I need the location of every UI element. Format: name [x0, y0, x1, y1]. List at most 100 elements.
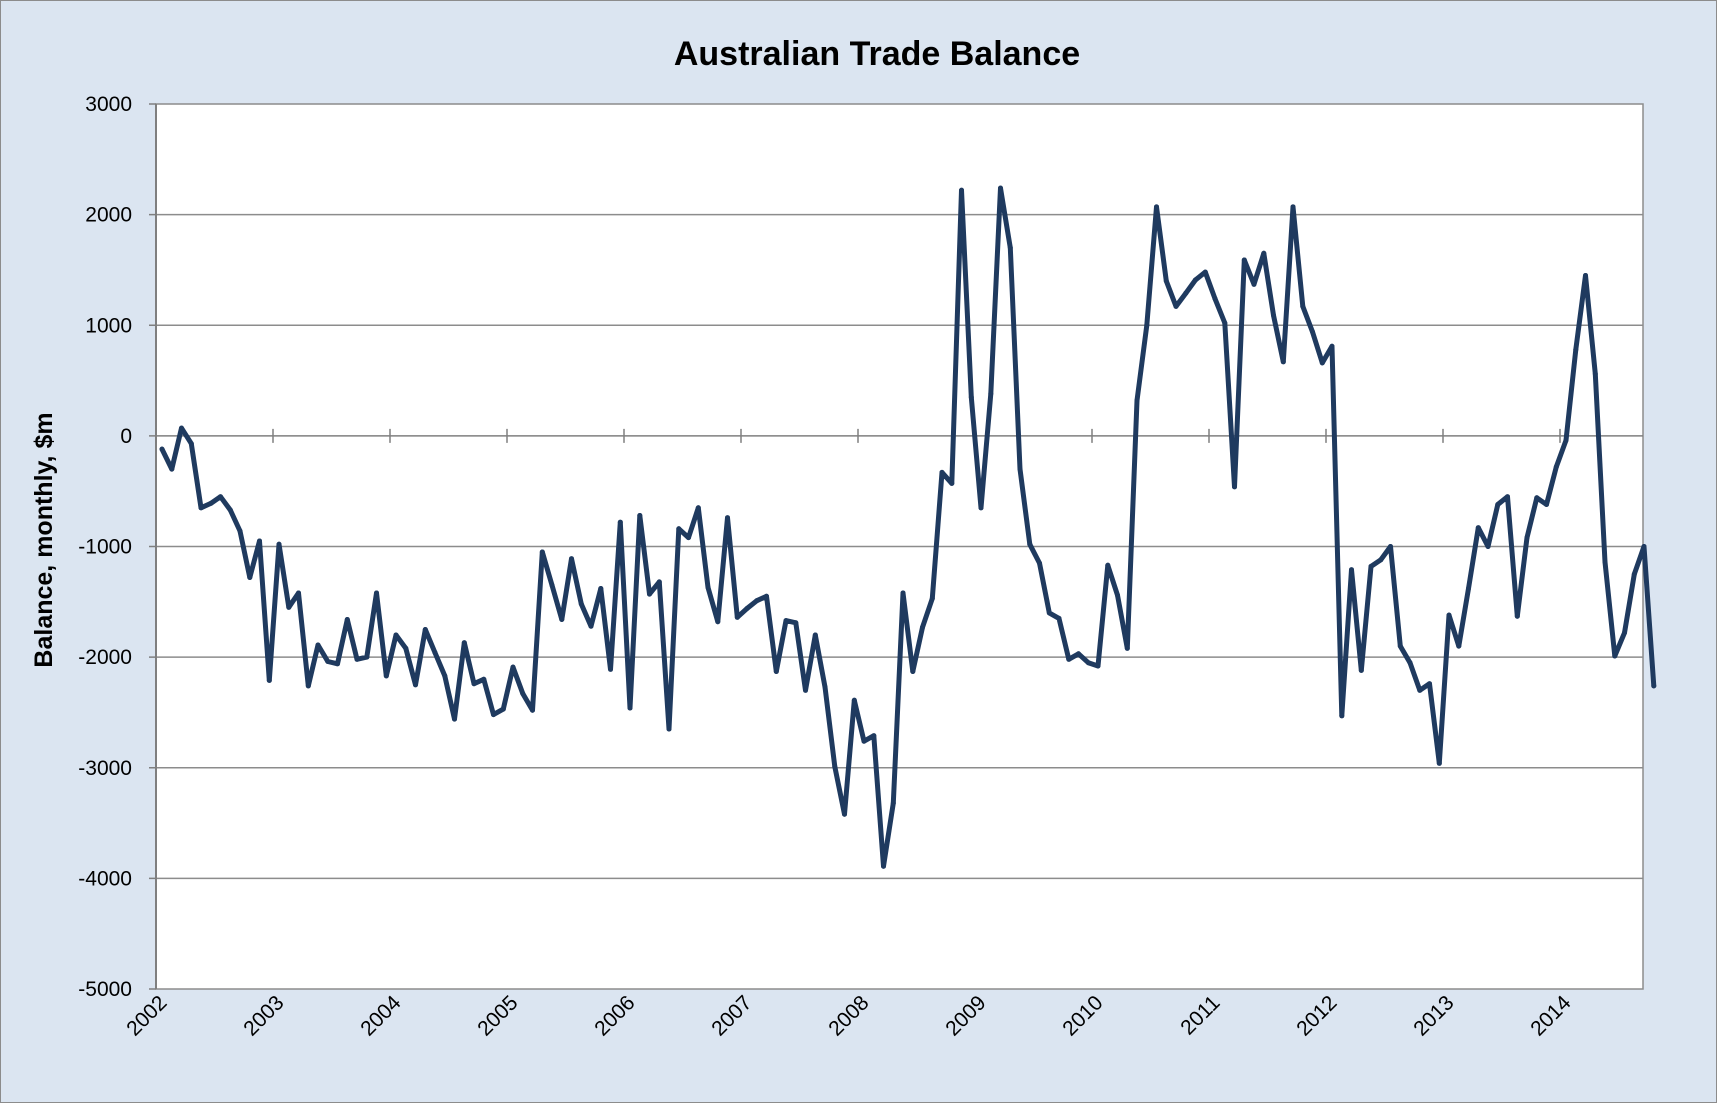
y-tick-label: -3000 — [78, 757, 132, 780]
data-point — [1466, 586, 1471, 591]
data-point — [1066, 656, 1072, 662]
data-point — [1280, 359, 1286, 365]
data-point — [598, 586, 604, 591]
data-point — [266, 677, 272, 683]
data-point — [1329, 343, 1335, 349]
data-point — [578, 601, 584, 607]
data-point — [842, 811, 847, 817]
data-point — [1505, 494, 1510, 500]
data-point — [1631, 571, 1637, 577]
data-point — [666, 726, 672, 732]
data-point — [822, 684, 828, 690]
data-point — [1095, 663, 1101, 669]
data-point — [393, 632, 399, 638]
data-point — [1076, 651, 1081, 657]
data-point — [1573, 347, 1579, 353]
data-point — [1553, 464, 1559, 470]
data-point — [871, 733, 877, 739]
data-point — [1085, 660, 1091, 666]
data-point — [998, 185, 1003, 191]
data-point — [1202, 269, 1208, 275]
data-point — [305, 683, 311, 689]
y-axis-tick-labels: 3000 2000 1000 0 -1000 -2000 -3000 -4000 -5000 — [78, 93, 132, 1001]
x-tick-label: 2014 — [1526, 991, 1576, 1041]
data-point — [617, 519, 623, 525]
series-layer — [159, 185, 1657, 869]
y-tick-label: 3000 — [85, 93, 132, 116]
data-point — [471, 681, 477, 687]
data-point — [1271, 312, 1276, 318]
y-tick-label: 1000 — [85, 314, 132, 337]
data-point — [569, 556, 574, 562]
data-point — [754, 598, 760, 604]
data-point — [1251, 281, 1257, 287]
data-point — [1046, 610, 1052, 616]
data-point — [510, 664, 516, 670]
data-point — [1349, 567, 1354, 573]
data-point — [734, 614, 740, 620]
data-point — [1319, 360, 1325, 366]
chart-title: Australian Trade Balance — [674, 35, 1080, 73]
data-point — [218, 494, 223, 500]
data-point — [1115, 592, 1120, 598]
data-point — [481, 676, 487, 682]
y-tick-label: -2000 — [78, 646, 132, 669]
data-point — [803, 687, 808, 693]
data-point — [491, 712, 496, 718]
data-point — [1300, 303, 1306, 309]
data-point — [1144, 322, 1150, 328]
data-point — [1134, 398, 1140, 403]
data-point — [169, 466, 175, 472]
data-point — [695, 505, 701, 511]
data-point — [968, 394, 974, 400]
data-point — [530, 707, 535, 713]
data-point — [452, 716, 457, 722]
data-point — [354, 656, 360, 662]
data-point — [1017, 466, 1023, 472]
data-point — [1622, 630, 1627, 636]
data-point — [1241, 257, 1247, 263]
data-point — [793, 620, 799, 626]
data-point — [500, 706, 506, 712]
x-tick-label: 2012 — [1292, 991, 1341, 1040]
data-point — [413, 682, 418, 688]
x-tick-label: 2008 — [824, 991, 873, 1040]
data-point — [686, 535, 691, 541]
data-point — [315, 642, 321, 648]
data-point — [179, 425, 184, 431]
data-point — [920, 624, 925, 630]
data-point — [881, 863, 886, 869]
data-point — [1641, 544, 1647, 549]
data-point — [461, 640, 467, 646]
data-point — [1232, 484, 1237, 490]
data-point — [237, 528, 243, 534]
data-point — [1173, 303, 1179, 309]
x-tick-label: 2005 — [473, 991, 522, 1040]
data-point — [1475, 525, 1481, 531]
data-point — [861, 738, 867, 744]
data-point — [159, 446, 165, 452]
data-point — [442, 673, 448, 679]
data-point — [403, 645, 409, 651]
x-tick-label: 2013 — [1409, 991, 1458, 1040]
data-point — [1612, 653, 1618, 659]
x-axis-tick-labels: 2002 2003 2004 2005 2006 2007 2008 2009 2010 2011… — [122, 991, 1576, 1041]
x-tick-label: 2003 — [239, 991, 288, 1040]
data-point — [764, 593, 769, 599]
data-point — [1436, 760, 1442, 766]
data-point — [1007, 245, 1013, 251]
x-tick-label: 2011 — [1176, 991, 1224, 1039]
x-tick-label: 2006 — [590, 991, 639, 1040]
x-tick-label: 2009 — [941, 991, 990, 1040]
y-axis-label: Balance, monthly, $m — [30, 412, 58, 667]
data-point — [335, 661, 340, 667]
data-point — [1290, 204, 1296, 210]
data-point — [1534, 495, 1540, 501]
data-point — [383, 673, 389, 679]
data-point — [422, 627, 428, 632]
x-tick-label: 2007 — [707, 991, 756, 1040]
data-point — [1602, 559, 1608, 565]
data-point — [1261, 250, 1267, 256]
data-point — [1495, 502, 1501, 507]
